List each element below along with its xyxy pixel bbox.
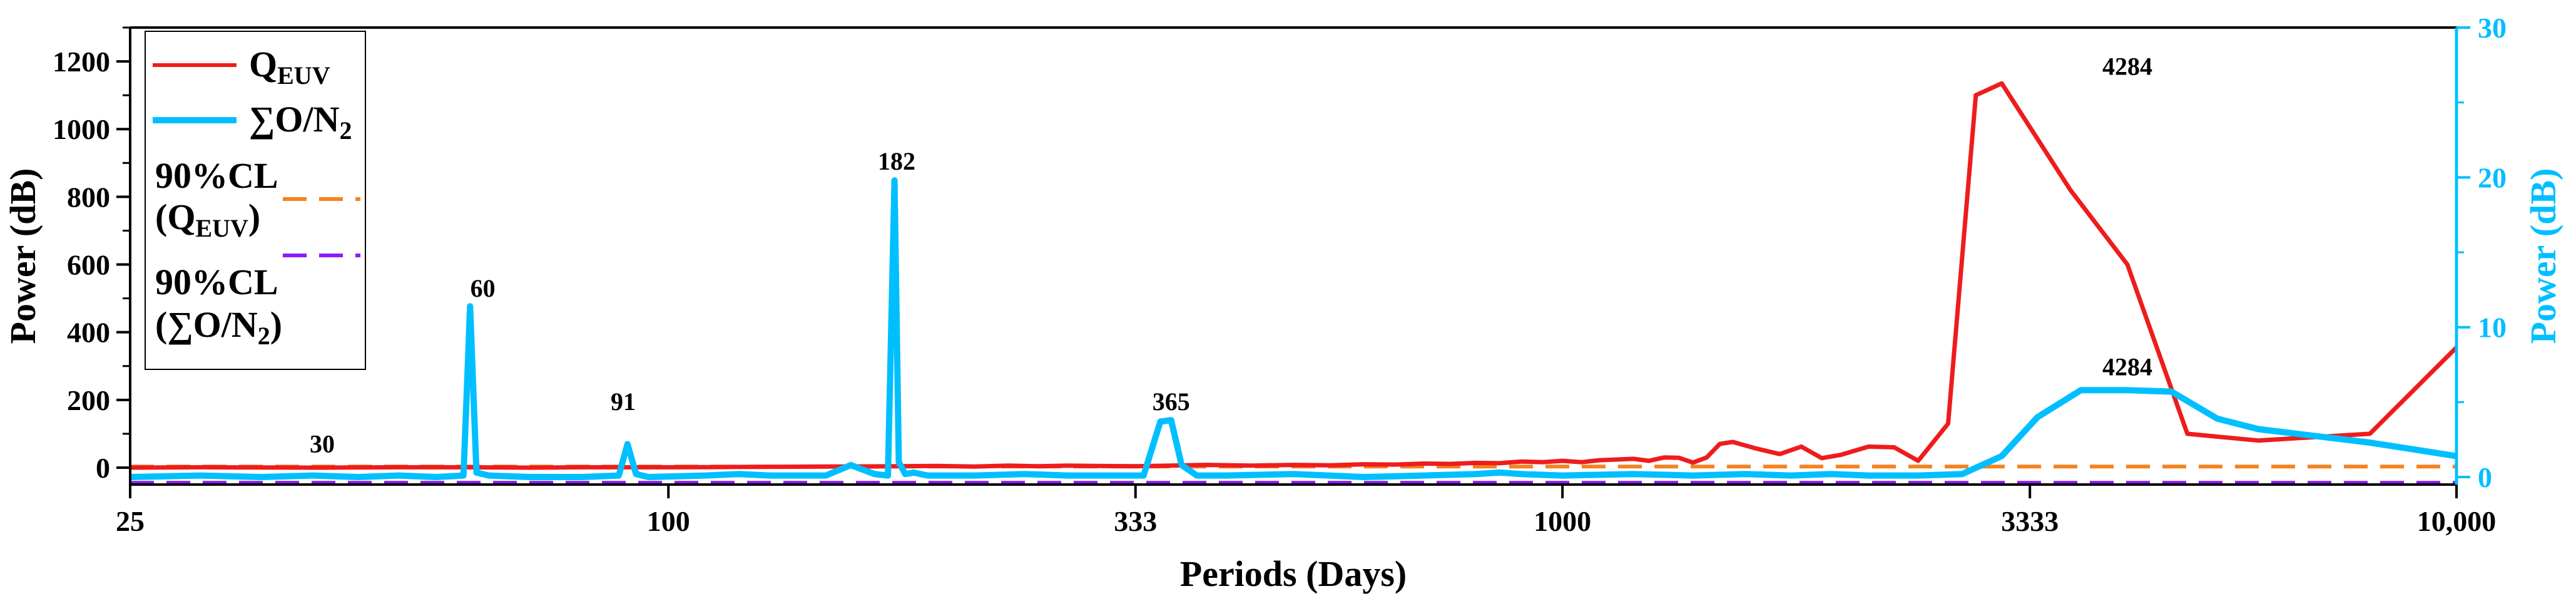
y-axis-right-label: Power (dB) bbox=[2523, 168, 2563, 344]
peak-label: 60 bbox=[471, 274, 496, 302]
legend: QEUV ∑O/N2 90%CL (QEUV) 90%CL (∑O/N2) bbox=[145, 31, 366, 370]
series-line-on2 bbox=[130, 177, 2456, 480]
legend-cl-on-sub: 2 bbox=[258, 322, 270, 350]
x-axis-label: Periods (Days) bbox=[1180, 553, 1407, 594]
peak-label: 365 bbox=[1153, 388, 1190, 416]
peak-label: 4284 bbox=[2102, 352, 2152, 381]
y-left-tick-label: 1000 bbox=[53, 113, 110, 145]
x-tick-label: 3333 bbox=[2001, 505, 2059, 537]
series-line-q-euv bbox=[130, 81, 2456, 470]
annotation-layer: 30 60 91 182 365 4284 4284 bbox=[310, 53, 2152, 458]
x-tick-label: 25 bbox=[116, 505, 145, 537]
y-right-tick-label: 10 bbox=[2478, 312, 2507, 344]
y-left-tick-label: 0 bbox=[96, 452, 110, 484]
y-left-tick-label: 400 bbox=[67, 317, 110, 349]
peak-label: 91 bbox=[611, 388, 636, 416]
axes-layer: 25 100 333 1000 3333 10,000020040060080010001… bbox=[53, 12, 2507, 537]
legend-q-main: Q bbox=[249, 44, 277, 85]
y-right-tick-label: 30 bbox=[2478, 12, 2507, 44]
series-layer bbox=[130, 81, 2456, 485]
y-left-tick-label: 600 bbox=[67, 249, 110, 281]
legend-on-sub: 2 bbox=[339, 116, 352, 145]
peak-label: 30 bbox=[310, 430, 335, 458]
legend-cl-q-line2: (QEUV) bbox=[155, 197, 260, 242]
y-right-tick-label: 20 bbox=[2478, 162, 2507, 193]
legend-cl-q-line1: 90%CL bbox=[155, 155, 278, 196]
x-tick-label: 100 bbox=[647, 505, 690, 537]
plot-frame bbox=[129, 26, 2458, 486]
legend-cl-q-open: (Q bbox=[155, 197, 195, 237]
x-tick-label: 333 bbox=[1114, 505, 1157, 537]
y-left-tick-label: 1200 bbox=[53, 46, 110, 78]
legend-on-main: ∑O/N bbox=[249, 99, 340, 140]
legend-cl-on-open: (∑O/N bbox=[155, 304, 258, 345]
x-tick-label: 1000 bbox=[1534, 505, 1591, 537]
y-left-tick-label: 200 bbox=[67, 384, 110, 416]
legend-cl-on-line1: 90%CL bbox=[155, 262, 278, 302]
x-tick-label: 10,000 bbox=[2417, 505, 2497, 537]
legend-cl-q-close: ) bbox=[248, 197, 260, 237]
legend-cl-on-line2: (∑O/N2) bbox=[155, 304, 282, 350]
y-axis-left-label: Power (dB) bbox=[3, 168, 43, 344]
legend-label-on2: ∑O/N2 bbox=[249, 99, 352, 145]
peak-label: 4284 bbox=[2102, 53, 2152, 81]
y-left-tick-label: 800 bbox=[67, 181, 110, 213]
legend-cl-q-sub: EUV bbox=[195, 214, 248, 242]
peak-label: 182 bbox=[878, 147, 915, 175]
y-right-tick-label: 0 bbox=[2478, 461, 2492, 493]
legend-cl-on-close: ) bbox=[270, 304, 282, 345]
legend-q-sub: EUV bbox=[277, 61, 330, 90]
legend-label-q-euv: QEUV bbox=[249, 44, 330, 90]
